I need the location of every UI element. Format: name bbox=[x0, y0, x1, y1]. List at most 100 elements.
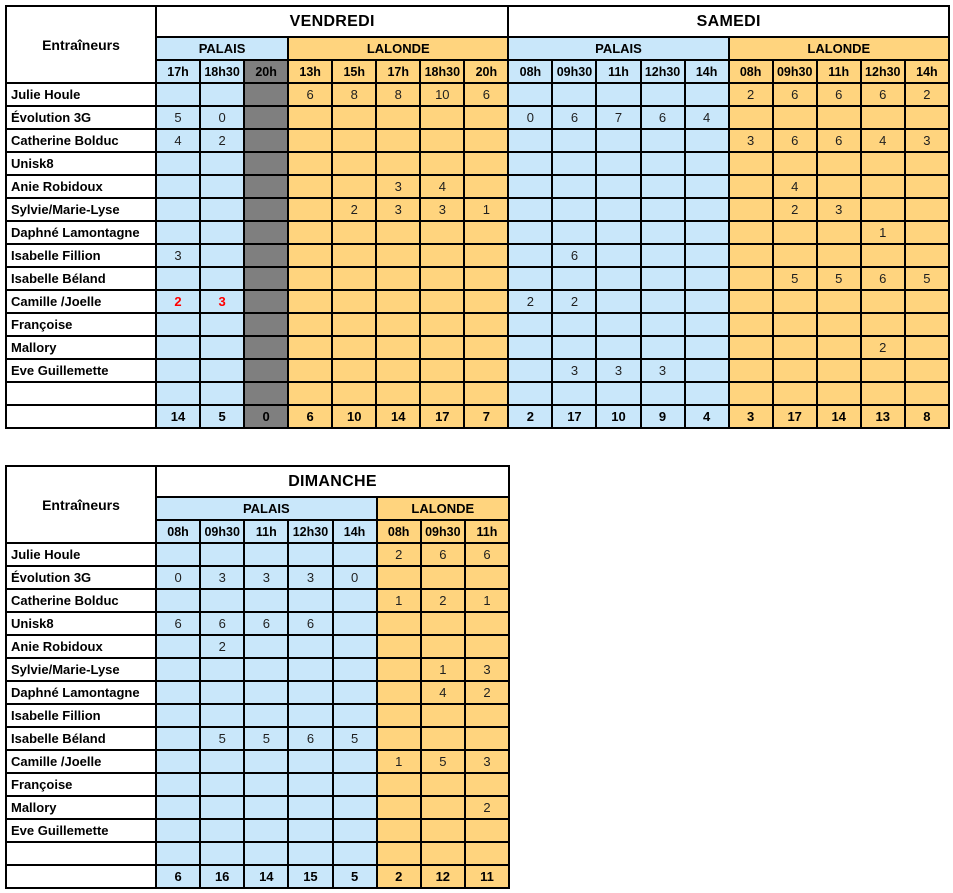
schedule-cell[interactable] bbox=[595, 82, 642, 107]
schedule-cell[interactable]: 6 bbox=[199, 611, 246, 636]
total-cell[interactable]: 10 bbox=[595, 404, 642, 429]
schedule-cell[interactable]: 3 bbox=[815, 197, 862, 222]
time-header[interactable]: 09h30 bbox=[551, 59, 598, 84]
schedule-cell[interactable] bbox=[375, 128, 422, 153]
schedule-cell[interactable]: 3 bbox=[727, 128, 774, 153]
schedule-cell[interactable] bbox=[815, 289, 862, 314]
schedule-cell[interactable] bbox=[243, 312, 290, 337]
schedule-cell[interactable] bbox=[815, 151, 862, 176]
schedule-cell[interactable] bbox=[375, 358, 422, 383]
schedule-cell[interactable] bbox=[287, 772, 334, 797]
schedule-cell[interactable] bbox=[551, 197, 598, 222]
schedule-cell[interactable] bbox=[287, 749, 334, 774]
schedule-cell[interactable] bbox=[154, 220, 202, 245]
schedule-cell[interactable] bbox=[639, 197, 686, 222]
schedule-cell[interactable] bbox=[243, 657, 290, 682]
schedule-cell[interactable] bbox=[639, 335, 686, 360]
schedule-cell[interactable] bbox=[199, 703, 246, 728]
schedule-cell[interactable] bbox=[595, 289, 642, 314]
schedule-cell[interactable]: 4 bbox=[419, 680, 466, 705]
schedule-cell[interactable] bbox=[551, 335, 598, 360]
schedule-cell[interactable]: 6 bbox=[815, 82, 862, 107]
schedule-cell[interactable] bbox=[551, 128, 598, 153]
schedule-cell[interactable]: 8 bbox=[375, 82, 422, 107]
schedule-cell[interactable] bbox=[727, 197, 774, 222]
total-cell[interactable]: 15 bbox=[287, 864, 334, 889]
trainer-name-cell[interactable]: Catherine Bolduc bbox=[5, 588, 157, 613]
total-cell[interactable]: 14 bbox=[154, 404, 202, 429]
schedule-cell[interactable] bbox=[683, 312, 730, 337]
schedule-cell[interactable] bbox=[199, 841, 246, 866]
trainer-name-cell[interactable]: Isabelle Fillion bbox=[5, 703, 157, 728]
schedule-cell[interactable] bbox=[507, 128, 554, 153]
schedule-cell[interactable] bbox=[771, 243, 818, 268]
schedule-cell[interactable] bbox=[243, 680, 290, 705]
schedule-cell[interactable] bbox=[243, 289, 290, 314]
schedule-cell[interactable] bbox=[683, 358, 730, 383]
venue-header[interactable]: PALAIS bbox=[154, 36, 290, 61]
schedule-cell[interactable] bbox=[595, 174, 642, 199]
schedule-cell[interactable]: 2 bbox=[375, 542, 422, 567]
schedule-cell[interactable] bbox=[771, 220, 818, 245]
schedule-cell[interactable]: 3 bbox=[419, 197, 466, 222]
schedule-cell[interactable] bbox=[375, 289, 422, 314]
total-cell[interactable]: 14 bbox=[243, 864, 290, 889]
schedule-cell[interactable] bbox=[199, 588, 246, 613]
schedule-cell[interactable] bbox=[331, 312, 378, 337]
schedule-cell[interactable] bbox=[771, 289, 818, 314]
schedule-cell[interactable] bbox=[243, 243, 290, 268]
schedule-cell[interactable] bbox=[727, 289, 774, 314]
schedule-cell[interactable]: 3 bbox=[639, 358, 686, 383]
schedule-cell[interactable] bbox=[859, 358, 906, 383]
trainer-name-cell[interactable]: Camille /Joelle bbox=[5, 289, 157, 314]
schedule-cell[interactable]: 5 bbox=[771, 266, 818, 291]
trainer-name-cell[interactable]: Eve Guillemette bbox=[5, 818, 157, 843]
schedule-cell[interactable] bbox=[595, 197, 642, 222]
schedule-cell[interactable] bbox=[154, 151, 202, 176]
schedule-cell[interactable] bbox=[419, 335, 466, 360]
schedule-cell[interactable] bbox=[903, 151, 951, 176]
schedule-cell[interactable] bbox=[331, 105, 378, 130]
total-cell[interactable]: 6 bbox=[154, 864, 202, 889]
schedule-cell[interactable] bbox=[595, 220, 642, 245]
schedule-cell[interactable] bbox=[771, 358, 818, 383]
schedule-cell[interactable]: 6 bbox=[859, 82, 906, 107]
trainer-name-cell[interactable]: Évolution 3G bbox=[5, 105, 157, 130]
schedule-cell[interactable] bbox=[463, 289, 510, 314]
schedule-cell[interactable] bbox=[154, 174, 202, 199]
trainers-column-header[interactable]: Entraîneurs bbox=[5, 465, 157, 544]
schedule-cell[interactable]: 2 bbox=[727, 82, 774, 107]
day-header[interactable]: VENDREDI bbox=[154, 5, 510, 38]
total-cell[interactable]: 5 bbox=[199, 404, 246, 429]
schedule-cell[interactable] bbox=[815, 174, 862, 199]
schedule-cell[interactable]: 5 bbox=[419, 749, 466, 774]
schedule-cell[interactable] bbox=[463, 634, 511, 659]
schedule-cell[interactable] bbox=[639, 151, 686, 176]
schedule-cell[interactable] bbox=[331, 818, 378, 843]
schedule-cell[interactable] bbox=[375, 312, 422, 337]
schedule-cell[interactable] bbox=[639, 243, 686, 268]
schedule-cell[interactable]: 4 bbox=[419, 174, 466, 199]
schedule-cell[interactable] bbox=[683, 243, 730, 268]
schedule-cell[interactable]: 0 bbox=[154, 565, 202, 590]
schedule-cell[interactable] bbox=[507, 82, 554, 107]
schedule-cell[interactable] bbox=[595, 335, 642, 360]
schedule-cell[interactable] bbox=[243, 772, 290, 797]
blank-name-cell[interactable] bbox=[5, 841, 157, 866]
schedule-cell[interactable] bbox=[463, 726, 511, 751]
schedule-cell[interactable] bbox=[551, 220, 598, 245]
total-cell[interactable]: 8 bbox=[903, 404, 951, 429]
schedule-cell[interactable]: 3 bbox=[551, 358, 598, 383]
schedule-cell[interactable]: 1 bbox=[375, 588, 422, 613]
schedule-cell[interactable]: 2 bbox=[771, 197, 818, 222]
total-cell[interactable]: 13 bbox=[859, 404, 906, 429]
schedule-cell[interactable]: 6 bbox=[154, 611, 202, 636]
schedule-cell[interactable]: 4 bbox=[683, 105, 730, 130]
schedule-cell[interactable]: 2 bbox=[859, 335, 906, 360]
schedule-cell[interactable]: 1 bbox=[419, 657, 466, 682]
schedule-cell[interactable]: 10 bbox=[419, 82, 466, 107]
schedule-cell[interactable] bbox=[815, 335, 862, 360]
schedule-cell[interactable] bbox=[331, 611, 378, 636]
schedule-cell[interactable] bbox=[243, 220, 290, 245]
blank-name-cell[interactable] bbox=[5, 381, 157, 406]
